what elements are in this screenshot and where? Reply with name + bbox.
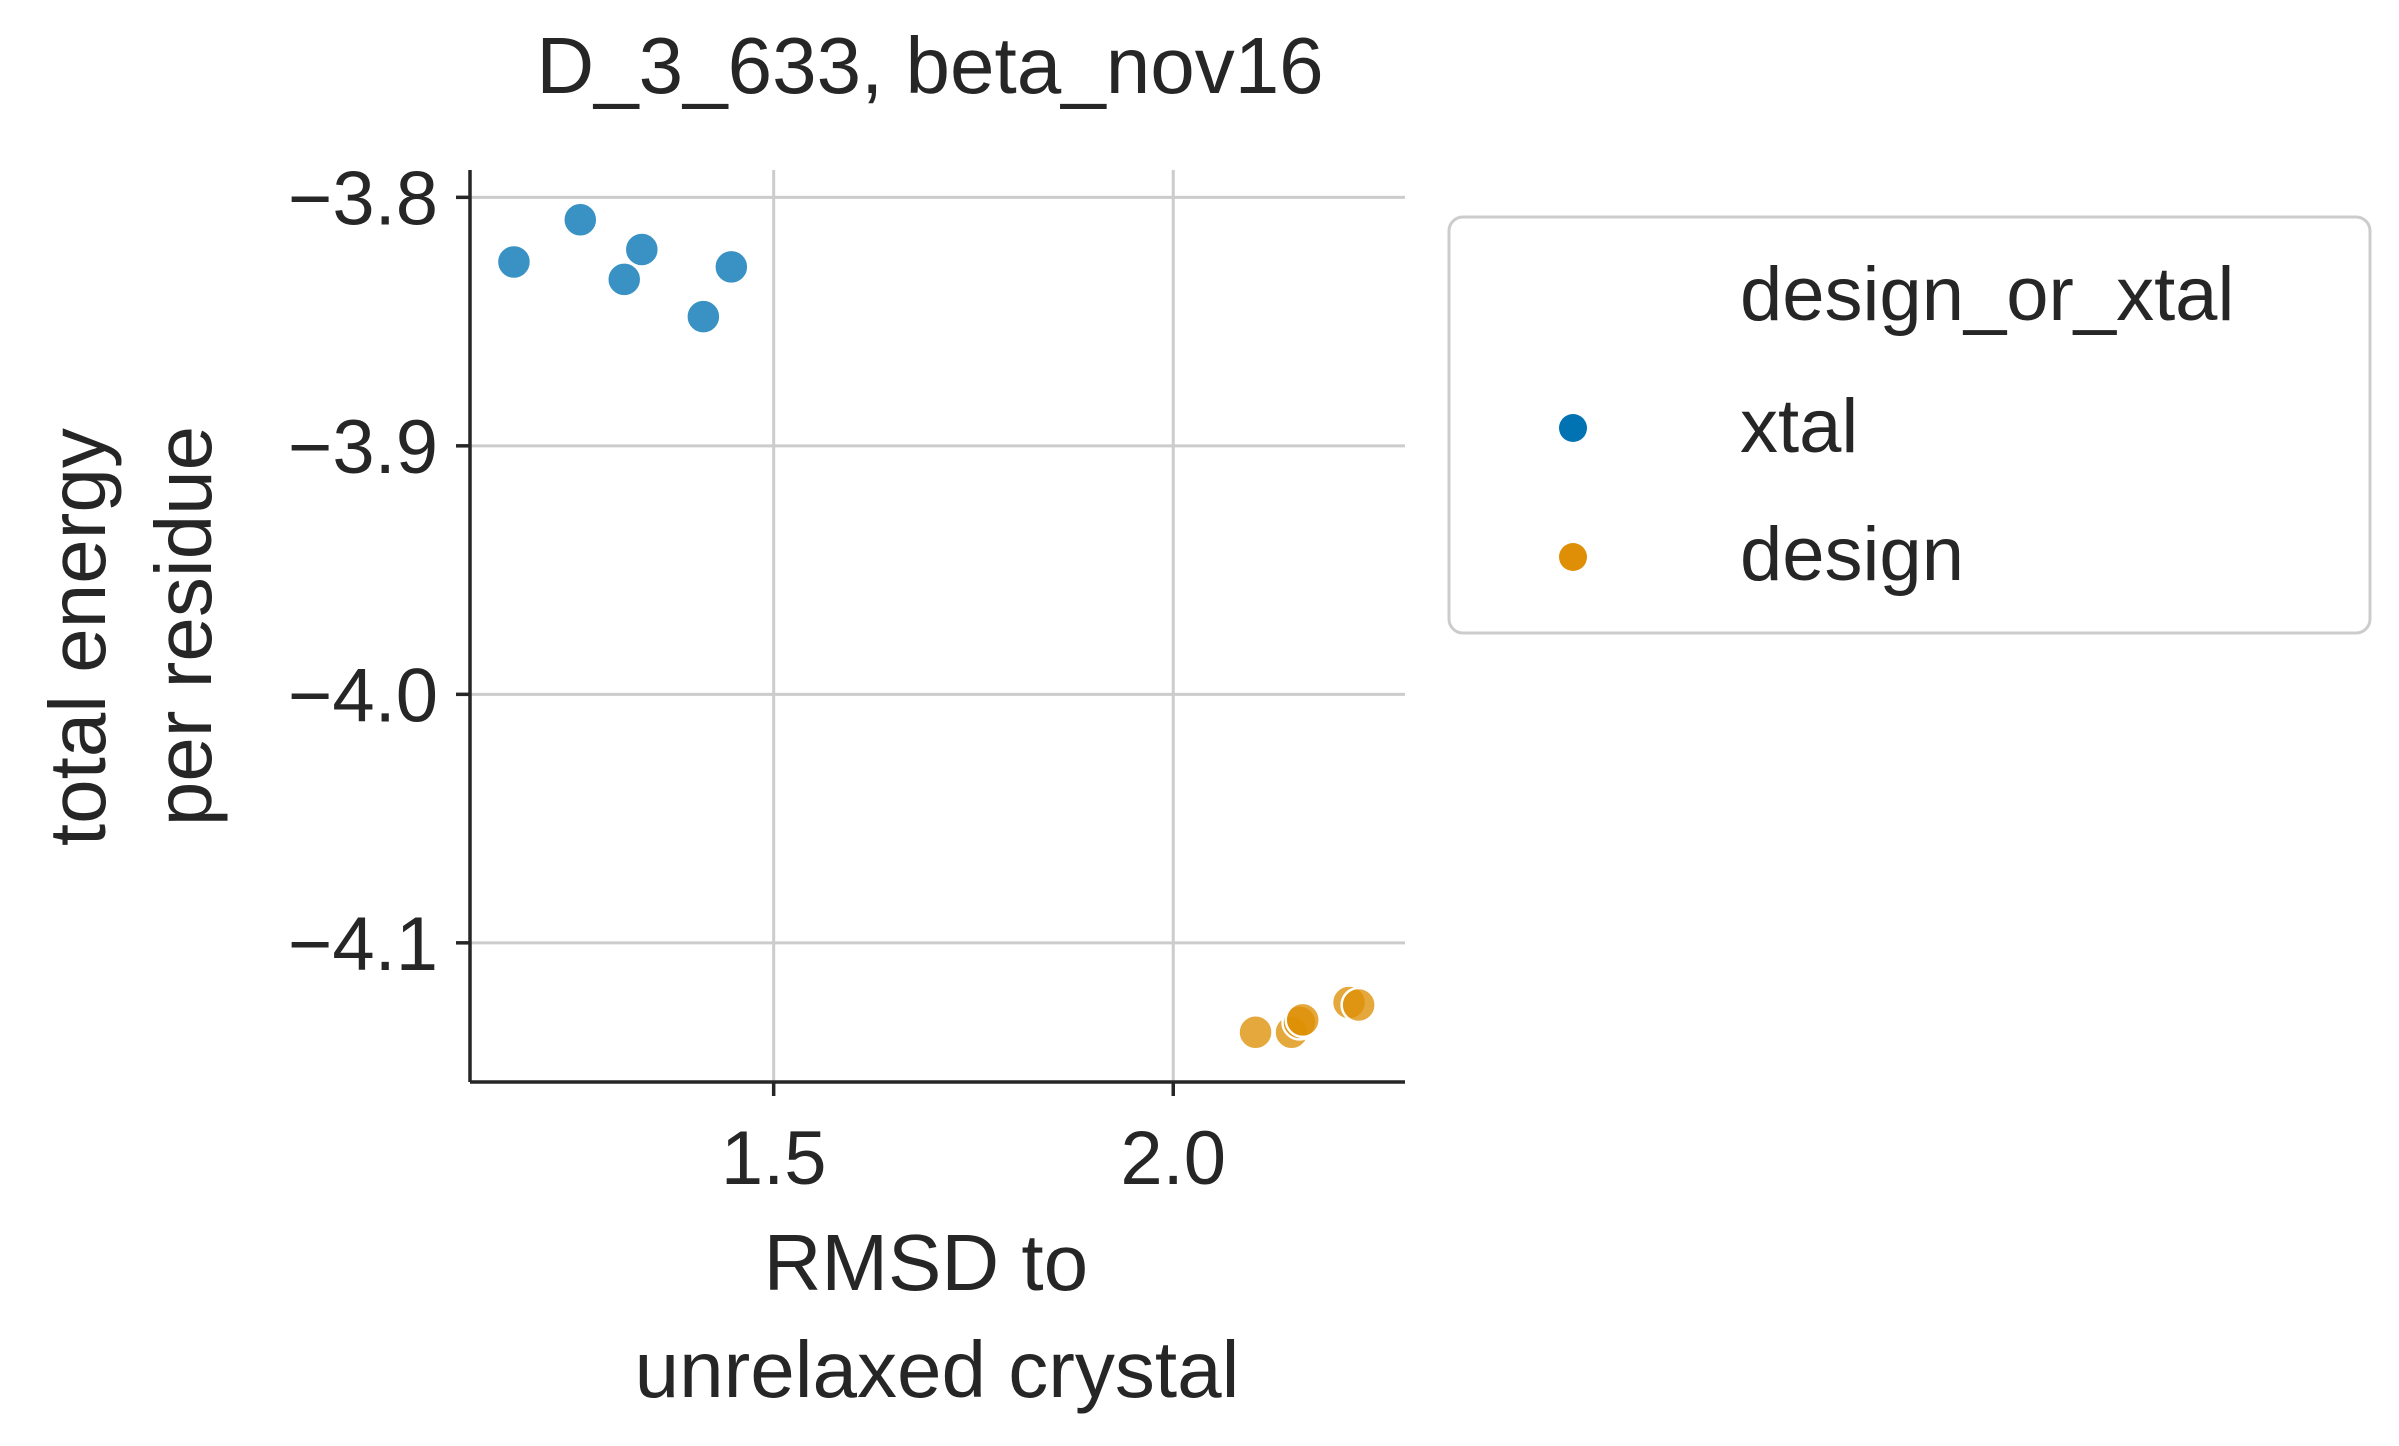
y-tick-label: −4.0	[288, 653, 438, 738]
x-tick-label: 1.5	[721, 1116, 827, 1201]
axis-ticks: 1.5 2.0 −3.8 −3.9 −4.0 −4.1	[288, 156, 1226, 1201]
legend-title: design_or_xtal	[1740, 252, 2234, 337]
legend-frame	[1447, 215, 2372, 635]
x-axis-label-line-2: unrelaxed crystal	[635, 1325, 1240, 1414]
y-axis-label-line-1: total energy	[33, 428, 122, 846]
data-point-design	[1284, 1001, 1321, 1039]
data-point-xtal	[623, 231, 661, 268]
y-tick-label: −4.1	[288, 902, 438, 987]
y-axis-label-line-2: per residue	[139, 426, 228, 826]
y-tick-label: −3.8	[288, 156, 438, 241]
data-point-xtal	[685, 298, 722, 335]
data-point-design	[1237, 1014, 1274, 1051]
chart-title: D_3_633, beta_nov16	[536, 21, 1323, 110]
x-axis-label: RMSD to unrelaxed crystal	[635, 1218, 1240, 1414]
legend: design_or_xtal xtal design	[1447, 215, 2372, 635]
x-tick-label: 2.0	[1120, 1116, 1226, 1201]
y-tick-label: −3.9	[288, 405, 438, 490]
data-point-xtal	[562, 201, 599, 238]
y-axis-label: total energy per residue	[33, 406, 228, 846]
data-point-xtal	[495, 243, 533, 281]
legend-label-xtal: xtal	[1740, 384, 1858, 469]
legend-marker-design	[1559, 543, 1587, 571]
x-axis-label-line-1: RMSD to	[764, 1218, 1089, 1307]
data-point-xtal	[605, 261, 643, 298]
data-point-xtal	[713, 248, 750, 286]
data-points	[495, 201, 1377, 1051]
grid-lines	[470, 170, 1405, 1082]
legend-label-design: design	[1740, 512, 1964, 597]
legend-marker-xtal	[1559, 414, 1587, 442]
data-point-design	[1340, 986, 1377, 1024]
